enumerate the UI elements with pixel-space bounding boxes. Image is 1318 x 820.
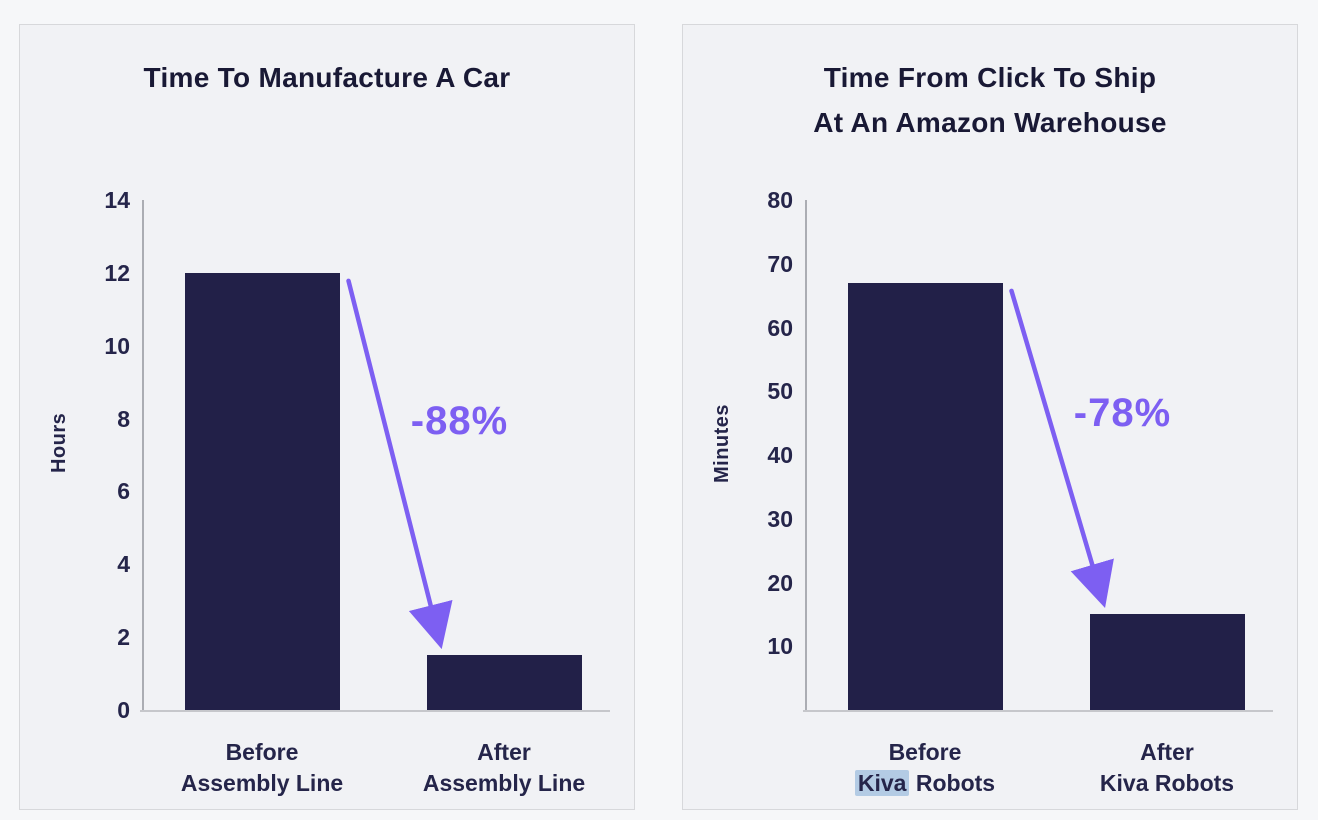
bar-before [847, 282, 1003, 710]
chart-title-line: Time From Click To Ship [823, 62, 1157, 93]
category-label-line: After [1140, 739, 1194, 765]
percent-change-label: -78% [1073, 390, 1172, 435]
y-tick-label: 14 [104, 187, 130, 213]
decline-arrow [346, 278, 453, 650]
y-tick-label: 10 [104, 332, 130, 359]
category-label: Before Kiva Robots [785, 737, 1065, 799]
y-tick-label: 30 [767, 505, 793, 532]
y-tick-label: 6 [117, 478, 130, 505]
category-label-line: Before [225, 739, 299, 765]
y-tick-label: 0 [117, 697, 130, 723]
bar-before [184, 272, 340, 710]
chart-plot-area: 80 70 60 50 40 30 20 10 Minutes Before Kiva Robots… [705, 153, 1275, 801]
chart-title: Time From Click To Ship At An Amazon Ware… [705, 45, 1275, 153]
category-label-line: Assembly Line [180, 770, 344, 796]
category-label-line: Before [888, 739, 962, 765]
category-label: After Assembly Line [364, 737, 644, 799]
bar-after [426, 655, 582, 710]
decline-arrow [1009, 288, 1114, 609]
category-label: Before Assembly Line [122, 737, 402, 799]
chart-plot-area: 14 12 10 8 6 4 2 0 Hours Before Assembly Line After… [42, 153, 612, 801]
chart-panel-click-to-ship: Time From Click To Ship At An Amazon Ware… [682, 24, 1298, 810]
x-axis-line [140, 710, 610, 712]
y-tick-label: 50 [767, 378, 793, 405]
y-tick-label: 20 [767, 569, 793, 596]
category-label: After Kiva Robots [1027, 737, 1307, 799]
category-label-line: Kiva Robots [1099, 770, 1235, 796]
chart-title: Time To Manufacture A Car [42, 45, 612, 153]
y-tick-label: 70 [767, 250, 793, 277]
y-axis-line [805, 200, 807, 710]
chart-title-line: At An Amazon Warehouse [813, 107, 1167, 138]
chart-panel-manufacture-car: Time To Manufacture A Car 14 12 10 8 6 4 2 0 Hou… [19, 24, 635, 810]
category-label-line: Kiva Robots [785, 768, 1065, 799]
y-tick-label: 8 [117, 405, 130, 432]
y-axis-line [142, 200, 144, 710]
category-label-line: After [477, 739, 531, 765]
category-label-line: Assembly Line [422, 770, 586, 796]
kiva-highlight: Kiva [854, 770, 910, 796]
y-tick-label: 40 [767, 442, 793, 468]
y-tick-label: 60 [767, 314, 793, 341]
percent-change-label: -88% [410, 398, 509, 443]
y-tick-label: 2 [117, 624, 130, 651]
x-axis-line [803, 710, 1273, 712]
y-tick-label: 80 [767, 187, 793, 213]
y-tick-label: 4 [117, 551, 130, 578]
bar-after [1089, 614, 1245, 710]
y-tick-label: 10 [767, 633, 793, 660]
chart-title-line: Time To Manufacture A Car [143, 62, 511, 93]
y-tick-label: 12 [104, 259, 130, 286]
